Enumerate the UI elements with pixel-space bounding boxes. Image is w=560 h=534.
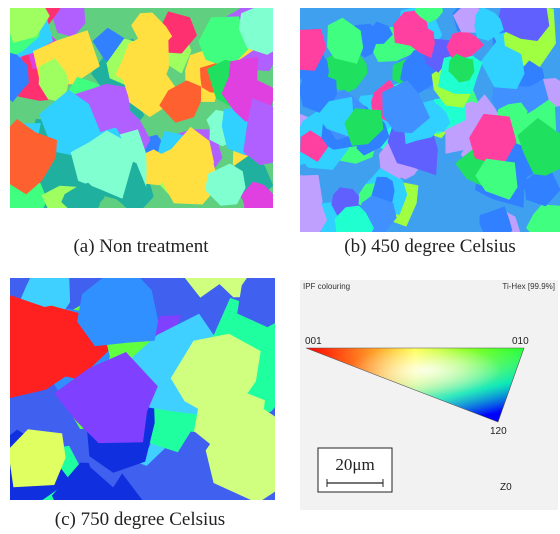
panel-caption: (a) Non treatment bbox=[73, 236, 209, 257]
ebsd-map bbox=[0, 218, 314, 534]
panel-caption: (c) 750 degree Celsius bbox=[55, 509, 225, 530]
grain bbox=[237, 253, 297, 327]
corner-label: 010 bbox=[512, 336, 529, 347]
ipf-legend: IPF colouring Ti-Hex [99.9%] 001 010 120… bbox=[300, 280, 558, 510]
axis-label: Z0 bbox=[500, 482, 512, 493]
ebsd-map bbox=[268, 0, 560, 253]
corner-label: 120 bbox=[490, 426, 507, 437]
legend-phase: Ti-Hex [99.9%] bbox=[502, 282, 555, 291]
corner-label: 001 bbox=[305, 336, 322, 347]
panel-caption: (b) 450 degree Celsius bbox=[344, 236, 515, 257]
legend-title: IPF colouring bbox=[303, 282, 350, 291]
scale-label: 20μm bbox=[335, 455, 374, 474]
grain bbox=[229, 57, 259, 90]
figure: (a) Non treatment (b) 450 degree Celsius… bbox=[0, 0, 560, 534]
ebsd-map bbox=[0, 0, 302, 226]
grain bbox=[268, 171, 322, 223]
grain bbox=[243, 98, 301, 165]
